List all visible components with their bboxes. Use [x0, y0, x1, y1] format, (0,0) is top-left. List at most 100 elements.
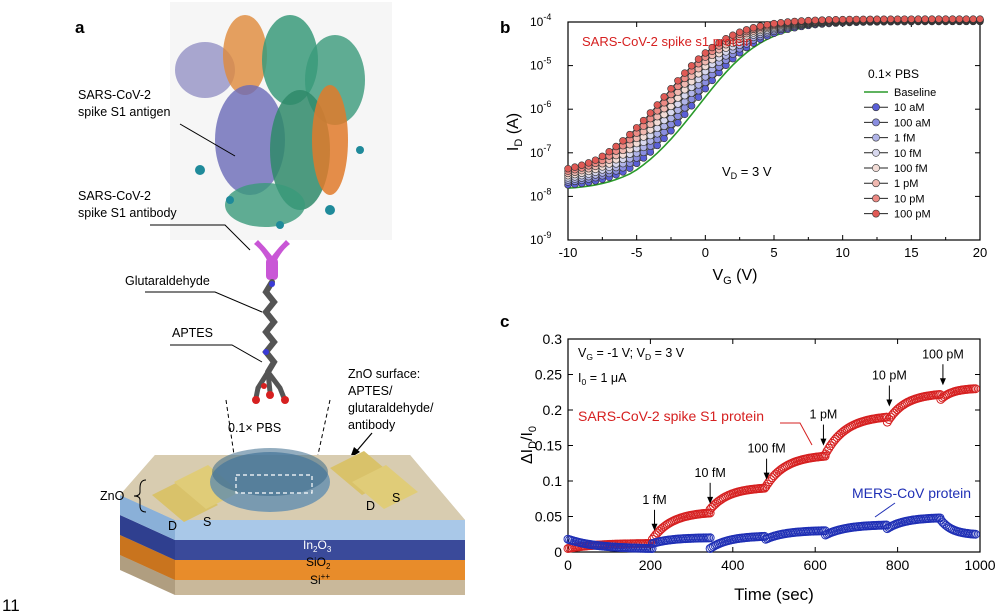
pbs-label: 0.1× PBS — [228, 421, 281, 435]
data-point — [705, 533, 715, 543]
antibody-label-line2: spike S1 antibody — [78, 206, 177, 220]
data-point — [887, 15, 895, 23]
legend-entry: 100 pM — [894, 209, 931, 221]
data-point — [935, 15, 943, 23]
data-point — [694, 55, 703, 63]
data-point — [838, 15, 847, 24]
data-point — [852, 15, 861, 24]
drain-label-right: D — [366, 499, 375, 513]
drain-label-left: D — [168, 519, 177, 533]
antigen-label-line2: spike S1 antigen — [78, 105, 170, 119]
data-point — [578, 161, 586, 169]
data-point — [708, 43, 716, 52]
data-point — [938, 517, 948, 527]
x-tick-label: 0 — [702, 245, 709, 260]
data-point — [687, 102, 696, 110]
data-point — [770, 19, 778, 28]
data-point — [825, 441, 835, 451]
injection-label: 1 fM — [642, 493, 666, 507]
data-point — [866, 15, 874, 23]
data-point — [632, 124, 641, 132]
data-point — [729, 31, 737, 39]
y-tick-label: 0.15 — [535, 438, 562, 454]
data-point — [667, 85, 675, 93]
data-point — [884, 415, 894, 425]
data-point — [955, 15, 964, 23]
injection-label: 1 pM — [810, 408, 838, 422]
legend-entry: 10 aM — [894, 102, 925, 114]
panel-b-series — [564, 15, 984, 189]
panel-c-mers-leader — [874, 502, 896, 518]
data-point — [660, 93, 668, 101]
x-tick-label: 0 — [564, 557, 572, 573]
data-point — [571, 163, 579, 171]
legend-marker — [872, 133, 880, 142]
injection-arrowhead — [707, 496, 714, 504]
data-point — [652, 528, 662, 538]
data-point — [694, 93, 703, 101]
panel-c-axes: 0 200 400 600 800 1000 0 0.05 0.1 0.15 0.2 0.25 0.3 — [535, 331, 996, 573]
panel-c-sars-label: SARS-CoV-2 spike S1 protein — [578, 408, 764, 424]
data-point — [681, 69, 689, 77]
x-tick-label: -5 — [631, 245, 643, 260]
data-point — [889, 408, 899, 418]
sio2-label: SiO2 — [306, 555, 331, 571]
data-point — [921, 15, 929, 23]
data-point — [948, 15, 957, 23]
aptes-label: APTES — [172, 326, 213, 340]
legend-entry: 10 fM — [894, 148, 922, 160]
data-point — [674, 119, 682, 127]
legend-entry: Baseline — [894, 87, 936, 99]
injection-arrowhead — [820, 438, 827, 446]
panel-c-injections: 1 fM 10 fM 100 fM 1 pM 10 pM 100 pM — [642, 347, 964, 531]
panel-c-label: c — [500, 312, 509, 331]
y-tick-label: 10-6 — [530, 99, 551, 116]
panel-c-series — [563, 384, 980, 553]
legend-entry: 10 pM — [894, 193, 925, 205]
spike-protein-illustration — [170, 2, 392, 240]
data-point — [756, 22, 764, 30]
antibody-label-line1: SARS-CoV-2 — [78, 189, 151, 203]
data-point — [914, 15, 922, 23]
panel-b-y-axis-label: ID (A) — [505, 113, 525, 151]
surface-arrow — [354, 432, 373, 454]
glutaraldehyde-leader-line — [145, 291, 263, 313]
x-tick-label: 5 — [770, 245, 777, 260]
legend-marker — [872, 148, 880, 157]
y-tick-label: 0.1 — [543, 473, 563, 489]
legend-marker — [872, 194, 880, 203]
linker-chain — [252, 279, 289, 404]
data-point — [761, 482, 771, 492]
x-tick-label: 200 — [639, 557, 663, 573]
data-point — [832, 16, 840, 24]
data-point — [873, 15, 881, 23]
x-tick-label: 10 — [835, 245, 849, 260]
data-point — [970, 529, 980, 539]
data-point — [660, 134, 668, 143]
data-point — [707, 502, 717, 512]
antigen-leader-line — [179, 123, 236, 157]
injection-label: 100 fM — [747, 442, 785, 456]
data-point — [859, 15, 867, 24]
panel-c-sars-leader — [780, 422, 813, 446]
legend-title: 0.1× PBS — [868, 67, 919, 81]
injection-label: 10 fM — [695, 466, 726, 480]
data-point — [928, 15, 936, 23]
panel-c-condition-2: I0 = 1 μA — [578, 371, 627, 387]
data-point — [605, 147, 613, 156]
data-point — [584, 159, 593, 167]
data-point — [880, 15, 888, 23]
data-point — [591, 156, 600, 164]
x-tick-label: 400 — [721, 557, 745, 573]
data-point — [811, 16, 819, 24]
legend-entry: 1 pM — [894, 178, 918, 190]
zno-brace — [133, 479, 147, 513]
data-point — [941, 15, 950, 23]
data-point — [654, 526, 664, 536]
y-tick-label: 10-9 — [530, 230, 551, 247]
panel-c-condition-1: VG = -1 V; VD = 3 V — [578, 346, 685, 362]
antibody-leader-line — [150, 224, 251, 251]
data-point — [962, 15, 970, 23]
data-point — [735, 28, 744, 36]
